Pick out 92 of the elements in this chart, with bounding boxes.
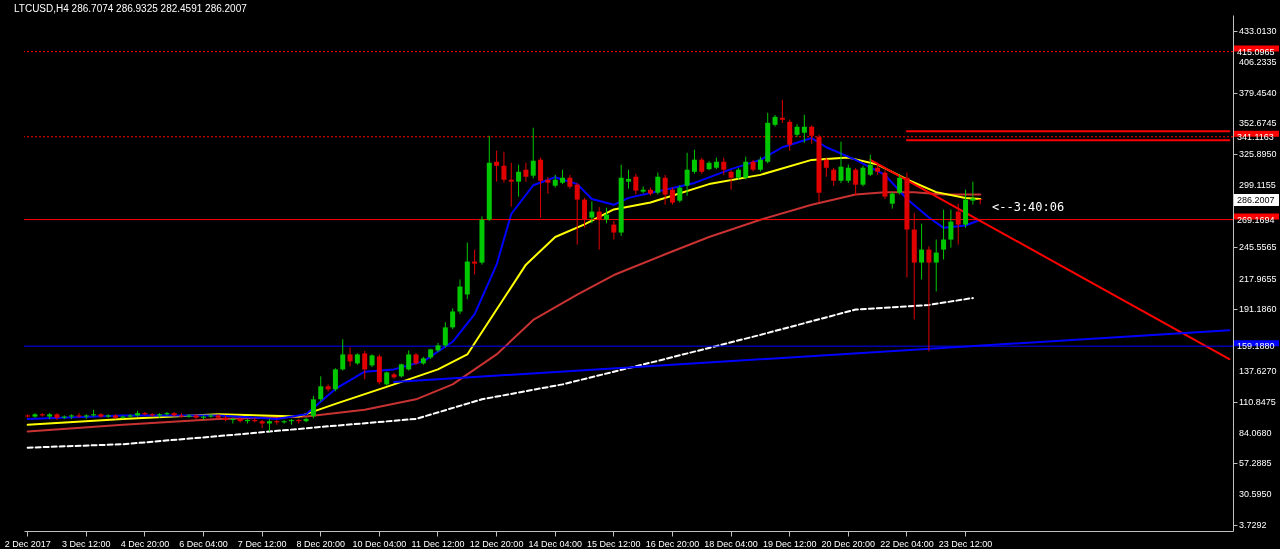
candlestick — [530, 127, 536, 179]
candlestick — [523, 162, 529, 183]
candlestick — [853, 167, 859, 197]
candlestick — [860, 165, 866, 187]
candlestick — [970, 181, 976, 206]
y-tick-label: 84.0680 — [1239, 427, 1272, 438]
candlestick — [633, 173, 639, 195]
x-tick-label: 4 Dec 20:00 — [120, 538, 170, 549]
candlestick — [779, 99, 785, 124]
candlestick — [611, 220, 617, 241]
y-tick-label: 379.4540 — [1239, 87, 1277, 98]
x-tick-label: 7 Dec 12:00 — [237, 538, 287, 549]
y-tick-label: 352.6745 — [1239, 118, 1277, 129]
candlestick — [867, 154, 873, 177]
candlestick — [897, 174, 903, 195]
y-tick-label: 57.2885 — [1239, 458, 1272, 469]
x-tick-label: 14 Dec 04:00 — [528, 538, 582, 549]
candlestick — [728, 169, 734, 191]
x-tick-label: 2 Dec 2017 — [4, 538, 51, 549]
line-series — [26, 297, 974, 449]
y-tick-label: 245.5565 — [1239, 241, 1277, 252]
y-tick-label: 406.2335 — [1239, 56, 1277, 67]
candlestick — [545, 176, 551, 195]
candlestick — [596, 206, 602, 251]
candlestick — [406, 349, 412, 372]
x-tick-label: 18 Dec 04:00 — [704, 538, 758, 549]
line-series — [26, 191, 982, 433]
candlestick — [941, 209, 947, 261]
ref-line-label: 269.1694 — [1237, 214, 1275, 225]
candlestick — [186, 413, 192, 419]
candlestick — [574, 182, 580, 246]
candlestick — [310, 395, 316, 419]
x-tick-label: 10 Dec 04:00 — [352, 538, 407, 549]
candlestick — [501, 151, 507, 184]
candlestick — [926, 245, 932, 352]
candlestick — [332, 367, 338, 392]
candlestick — [347, 346, 353, 367]
candlestick — [391, 372, 397, 380]
candlestick — [442, 321, 448, 349]
candlestick — [325, 383, 331, 392]
candlestick — [662, 174, 668, 206]
candlestick — [743, 156, 749, 180]
x-tick-label: 22 Dec 04:00 — [880, 538, 934, 549]
candlestick — [582, 197, 588, 229]
y-tick-label: 137.6270 — [1239, 365, 1277, 376]
candlestick — [76, 412, 82, 419]
candlestick — [845, 164, 851, 184]
y-tick-label: 325.8950 — [1239, 149, 1277, 160]
x-tick-label: 6 Dec 04:00 — [179, 538, 228, 549]
x-tick-label: 23 Dec 12:00 — [938, 538, 993, 549]
candlestick — [691, 149, 697, 175]
candlestick — [472, 249, 478, 276]
x-tick-label: 20 Dec 20:00 — [821, 538, 876, 549]
candlestick — [450, 307, 456, 330]
annotation: <--3:40:06 — [992, 200, 1065, 214]
candlestick — [362, 350, 368, 380]
y-tick-label: 191.1860 — [1239, 304, 1277, 315]
candlestick — [801, 114, 807, 144]
candlestick — [838, 141, 844, 184]
x-tick-label: 16 Dec 20:00 — [645, 538, 700, 549]
chart-title: LTCUSD,H4 286.7074 286.9325 282.4591 286.2007 — [14, 3, 248, 14]
candlestick — [589, 200, 595, 224]
y-tick-label: 299.1155 — [1239, 180, 1276, 191]
y-tick-label: 110.8475 — [1239, 396, 1276, 407]
x-tick-label: 8 Dec 20:00 — [296, 538, 346, 549]
x-tick-label: 3 Dec 12:00 — [62, 538, 111, 549]
x-tick-label: 19 Dec 12:00 — [762, 538, 817, 549]
y-tick-label: 3.7292 — [1239, 520, 1267, 531]
candlestick — [919, 223, 925, 280]
y-tick-label: 433.0130 — [1239, 25, 1277, 36]
candlestick — [318, 375, 324, 403]
candlestick — [684, 152, 690, 197]
candlestick — [809, 124, 815, 145]
candlestick — [508, 162, 514, 208]
candlestick — [516, 164, 522, 198]
y-tick-label: 30.5950 — [1239, 489, 1272, 500]
candlestick — [955, 203, 961, 246]
x-tick-label: 12 Dec 20:00 — [469, 538, 524, 549]
text: 286.2007 — [1237, 195, 1275, 205]
candlestick — [933, 239, 939, 292]
x-tick-label: 11 Dec 12:00 — [411, 538, 465, 549]
candlestick — [948, 209, 954, 249]
candlestick — [787, 119, 793, 152]
candlestick — [655, 172, 661, 195]
candlestick — [340, 338, 346, 372]
candlestick — [882, 169, 888, 200]
candlestick — [823, 157, 829, 178]
candlestick — [626, 169, 631, 190]
x-tick-label: 15 Dec 12:00 — [587, 538, 641, 549]
y-tick-label: 217.9655 — [1239, 273, 1277, 284]
candlestick — [494, 150, 500, 183]
candlestick — [538, 157, 544, 219]
